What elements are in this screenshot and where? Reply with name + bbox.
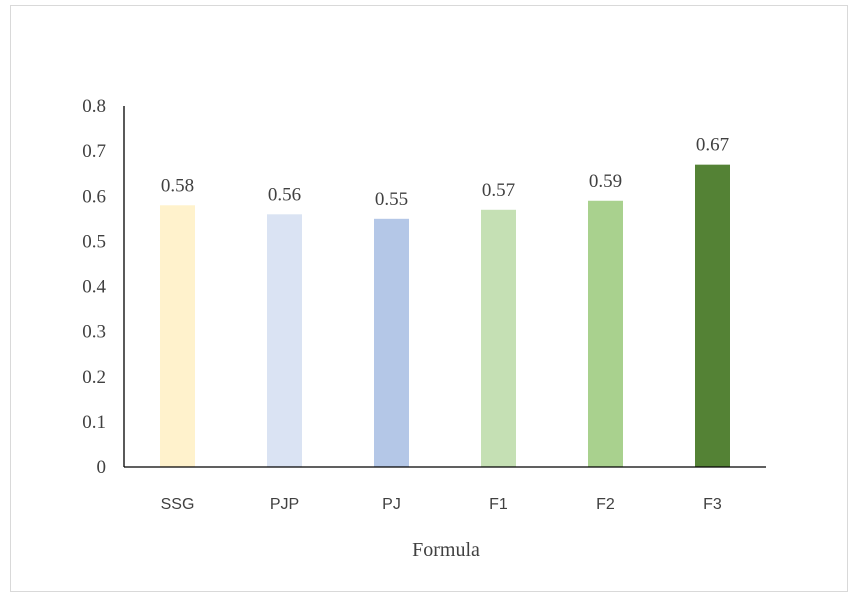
data-label-pjp: 0.56 xyxy=(268,184,301,205)
bars xyxy=(160,164,730,467)
x-tick-label-f2: F2 xyxy=(596,496,615,513)
y-tick-label: 0.5 xyxy=(82,231,106,252)
bar-f1 xyxy=(481,209,516,467)
y-tick-label: 0.6 xyxy=(82,186,106,207)
bar-f2 xyxy=(588,200,623,467)
y-tick-label: 0.7 xyxy=(82,141,106,162)
x-tick-label-f1: F1 xyxy=(489,496,508,513)
x-tick-label-f3: F3 xyxy=(703,496,722,513)
y-axis-ticks: 0 0.1 0.2 0.3 0.4 0.5 0.6 0.7 0.8 xyxy=(82,96,106,478)
y-tick-label: 0.8 xyxy=(82,96,106,117)
y-tick-label: 0.4 xyxy=(82,277,106,298)
x-axis-ticks: SSG PJP PJ F1 F2 F3 xyxy=(161,496,722,513)
bar-ssg xyxy=(160,205,195,467)
x-tick-label-pjp: PJP xyxy=(270,496,299,513)
data-labels: 0.58 0.56 0.55 0.57 0.59 0.67 xyxy=(161,135,729,210)
x-tick-label-pj: PJ xyxy=(382,496,401,513)
bar-pjp xyxy=(267,214,302,467)
x-axis-title: Formula xyxy=(412,539,480,561)
y-tick-label: 0.1 xyxy=(82,412,106,433)
data-label-pj: 0.55 xyxy=(375,189,408,210)
bar-pj xyxy=(374,218,409,467)
y-tick-label: 0.3 xyxy=(82,322,106,343)
y-tick-label: 0.2 xyxy=(82,367,106,388)
data-label-f1: 0.57 xyxy=(482,180,515,201)
y-tick-label: 0 xyxy=(97,457,107,478)
bar-f3 xyxy=(695,164,730,467)
data-label-ssg: 0.58 xyxy=(161,175,194,196)
x-tick-label-ssg: SSG xyxy=(161,496,195,513)
data-label-f2: 0.59 xyxy=(589,171,622,192)
data-label-f3: 0.67 xyxy=(696,135,729,156)
